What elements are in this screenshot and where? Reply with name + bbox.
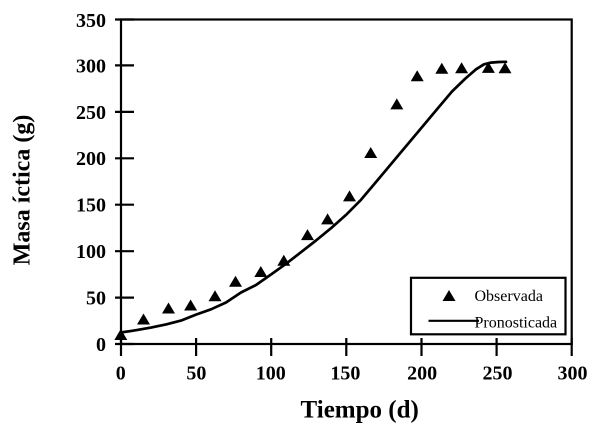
svg-text:0: 0 (116, 362, 126, 384)
svg-text:Masa íctica (g): Masa íctica (g) (10, 115, 36, 266)
svg-text:250: 250 (76, 102, 106, 124)
svg-text:Pronosticada: Pronosticada (475, 314, 558, 331)
svg-text:Observada: Observada (475, 288, 543, 305)
svg-text:350: 350 (76, 10, 106, 32)
svg-text:100: 100 (76, 241, 106, 263)
svg-text:50: 50 (186, 362, 206, 384)
svg-text:250: 250 (483, 362, 513, 384)
svg-text:150: 150 (330, 362, 360, 384)
svg-text:0: 0 (96, 334, 106, 356)
svg-text:300: 300 (76, 55, 106, 77)
svg-text:200: 200 (76, 148, 106, 170)
svg-text:200: 200 (407, 362, 437, 384)
svg-text:100: 100 (256, 362, 286, 384)
svg-text:50: 50 (86, 288, 106, 310)
svg-text:300: 300 (558, 362, 588, 384)
svg-text:Tiempo (d): Tiempo (d) (301, 397, 419, 424)
svg-text:150: 150 (76, 195, 106, 217)
